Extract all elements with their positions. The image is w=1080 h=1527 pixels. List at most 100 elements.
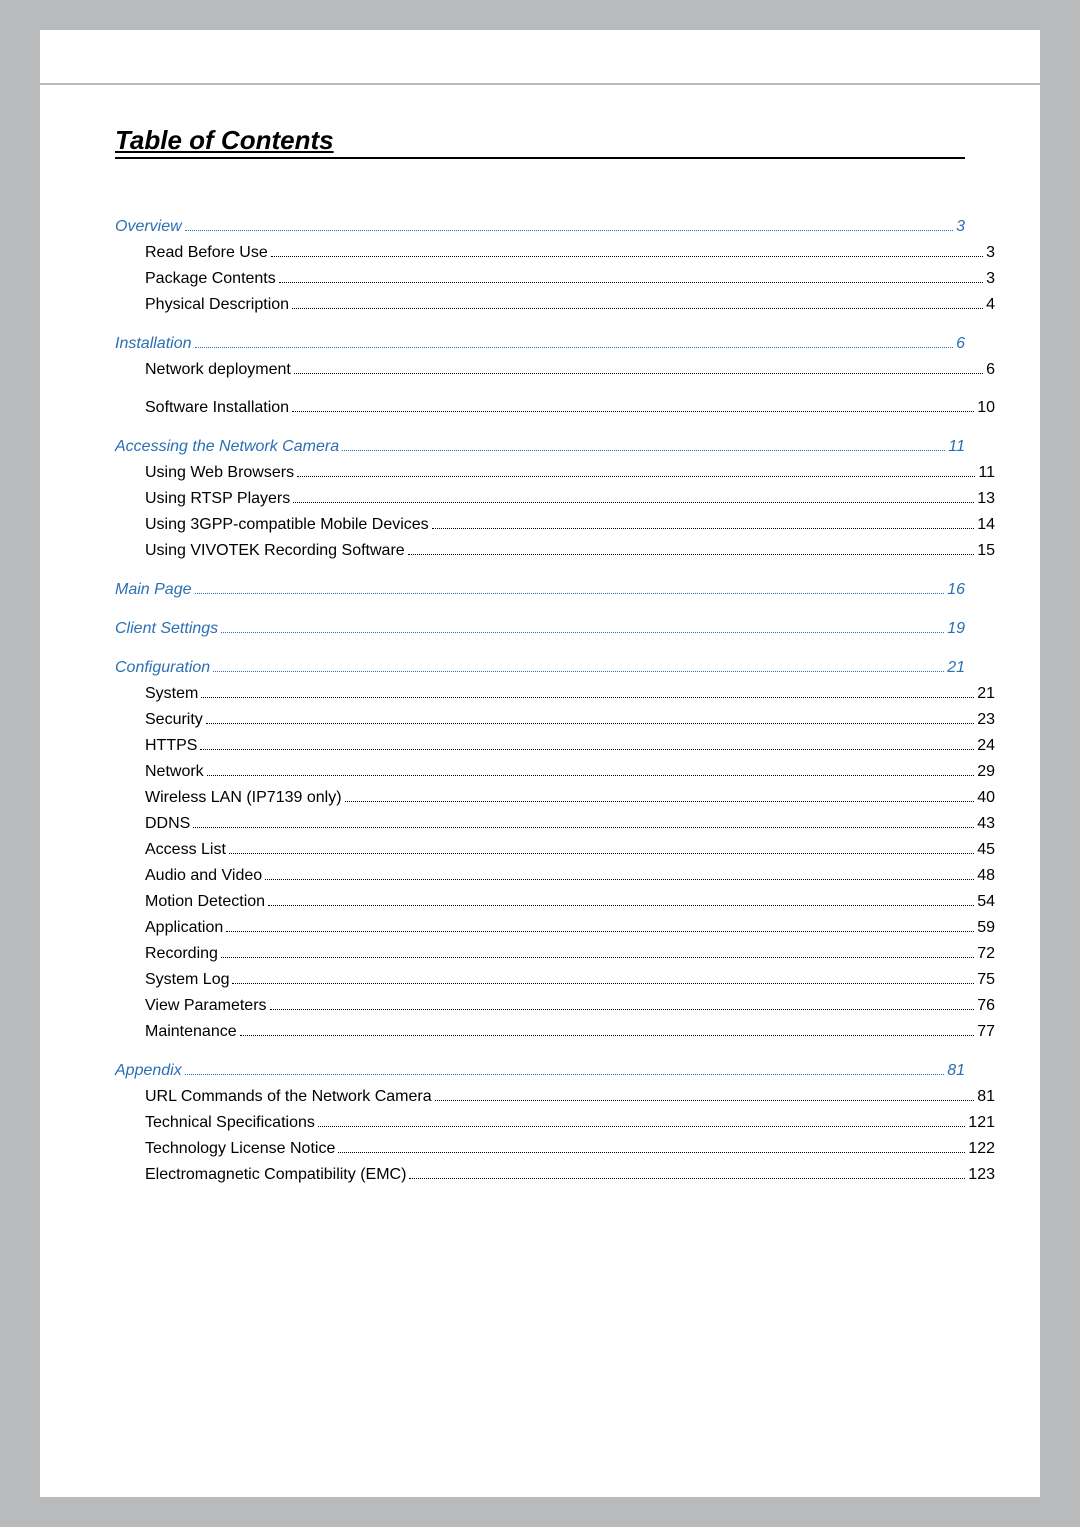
toc-section-row[interactable]: Main Page 16	[115, 582, 965, 598]
toc-leader-dots	[185, 1074, 944, 1075]
toc-page-number: 123	[968, 1167, 995, 1183]
toc-page-number: 122	[968, 1141, 995, 1157]
header-divider	[40, 83, 1040, 85]
toc-page-number: 23	[977, 712, 995, 728]
toc-page-number: 19	[947, 621, 965, 637]
toc-page-number: 3	[956, 219, 965, 235]
toc-leader-dots	[292, 308, 983, 309]
toc-label: Using VIVOTEK Recording Software	[145, 543, 405, 559]
toc-leader-dots	[221, 957, 974, 958]
toc-leader-dots	[232, 983, 974, 984]
toc-leader-dots	[213, 671, 944, 672]
toc-page-number: 72	[977, 946, 995, 962]
toc-sub-row[interactable]: Maintenance 77	[145, 1024, 995, 1040]
toc-page-number: 121	[968, 1115, 995, 1131]
toc-sub-row[interactable]: Network deployment6	[145, 362, 995, 378]
toc-label: Using RTSP Players	[145, 491, 290, 507]
toc-sub-row[interactable]: Physical Description 4	[145, 297, 995, 313]
toc-sub-row[interactable]: URL Commands of the Network Camera81	[145, 1089, 995, 1105]
toc-page-number: 6	[956, 336, 965, 352]
toc-sub-row[interactable]: Recording 72	[145, 946, 995, 962]
toc-sub-row[interactable]: System 21	[145, 686, 995, 702]
toc-page-number: 29	[977, 764, 995, 780]
toc-label: Using 3GPP-compatible Mobile Devices	[145, 517, 429, 533]
toc-label: Accessing the Network Camera	[115, 439, 339, 455]
toc-leader-dots	[195, 347, 954, 348]
toc-sub-row[interactable]: Audio and Video 48	[145, 868, 995, 884]
toc-page-number: 15	[977, 543, 995, 559]
toc-sub-row[interactable]: Motion Detection54	[145, 894, 995, 910]
toc-leader-dots	[345, 801, 975, 802]
toc-sub-row[interactable]: Using 3GPP-compatible Mobile Devices 14	[145, 517, 995, 533]
toc-sub-row[interactable]: System Log75	[145, 972, 995, 988]
toc-leader-dots	[409, 1178, 965, 1179]
document-page: VIVOTEK - A Leading Provider of Multimed…	[40, 30, 1040, 1497]
toc-page-number: 11	[948, 439, 965, 455]
toc-sub-row[interactable]: Network29	[145, 764, 995, 780]
toc-sub-row[interactable]: Using Web Browsers11	[145, 465, 995, 481]
toc-leader-dots	[201, 697, 974, 698]
toc-sub-row[interactable]: DDNS43	[145, 816, 995, 832]
toc-page-number: 16	[947, 582, 965, 598]
toc-leader-dots	[268, 905, 974, 906]
toc-page-number: 13	[977, 491, 995, 507]
toc-leader-dots	[270, 1009, 975, 1010]
toc-label: View Parameters	[145, 998, 267, 1014]
page-header: VIVOTEK - A Leading Provider of Multimed…	[110, 60, 965, 77]
toc-label: System	[145, 686, 198, 702]
toc-label: Audio and Video	[145, 868, 262, 884]
toc-page-number: 48	[977, 868, 995, 884]
toc-leader-dots	[408, 554, 975, 555]
toc-leader-dots	[185, 230, 953, 231]
toc-leader-dots	[226, 931, 974, 932]
toc-label: Physical Description	[145, 297, 289, 313]
toc-section-row[interactable]: Configuration21	[115, 660, 965, 676]
toc-page-number: 77	[977, 1024, 995, 1040]
toc-section-row[interactable]: Client Settings 19	[115, 621, 965, 637]
toc-sub-row[interactable]: View Parameters76	[145, 998, 995, 1014]
toc-sub-row[interactable]: Software Installation 10	[145, 400, 995, 416]
toc-label: Technology License Notice	[145, 1141, 335, 1157]
table-of-contents: Overview3Read Before Use3Package Content…	[115, 219, 965, 1183]
toc-label: Main Page	[115, 582, 192, 598]
toc-label: Technical Specifications	[145, 1115, 315, 1131]
toc-sub-row[interactable]: Technical Specifications 121	[145, 1115, 995, 1131]
toc-label: Recording	[145, 946, 218, 962]
toc-page-number: 81	[947, 1063, 965, 1079]
toc-page-number: 14	[977, 517, 995, 533]
toc-label: Client Settings	[115, 621, 218, 637]
toc-sub-row[interactable]: Wireless LAN (IP7139 only)40	[145, 790, 995, 806]
toc-section-row[interactable]: Accessing the Network Camera 11	[115, 439, 965, 455]
toc-sub-row[interactable]: HTTPS24	[145, 738, 995, 754]
toc-sub-row[interactable]: Security23	[145, 712, 995, 728]
toc-leader-dots	[432, 528, 975, 529]
toc-leader-dots	[207, 775, 975, 776]
toc-leader-dots	[294, 373, 983, 374]
toc-sub-row[interactable]: Using VIVOTEK Recording Software 15	[145, 543, 995, 559]
toc-sub-row[interactable]: Package Contents3	[145, 271, 995, 287]
toc-leader-dots	[193, 827, 974, 828]
toc-page-number: 3	[986, 271, 995, 287]
toc-page-number: 10	[977, 400, 995, 416]
toc-section-row[interactable]: Overview 3	[115, 219, 965, 235]
toc-sub-row[interactable]: Technology License Notice 122	[145, 1141, 995, 1157]
toc-label: Access List	[145, 842, 226, 858]
toc-sub-row[interactable]: Access List45	[145, 842, 995, 858]
toc-page-number: 21	[977, 686, 995, 702]
toc-leader-dots	[240, 1035, 975, 1036]
toc-label: DDNS	[145, 816, 190, 832]
toc-label: Software Installation	[145, 400, 289, 416]
toc-label: Appendix	[115, 1063, 182, 1079]
toc-sub-row[interactable]: Electromagnetic Compatibility (EMC)123	[145, 1167, 995, 1183]
toc-page-number: 4	[986, 297, 995, 313]
toc-sub-row[interactable]: Using RTSP Players 13	[145, 491, 995, 507]
toc-section-row[interactable]: Appendix 81	[115, 1063, 965, 1079]
toc-label: Maintenance	[145, 1024, 237, 1040]
toc-sub-row[interactable]: Application59	[145, 920, 995, 936]
toc-section-row[interactable]: Installation6	[115, 336, 965, 352]
toc-label: Overview	[115, 219, 182, 235]
toc-page-number: 24	[977, 738, 995, 754]
toc-page-number: 21	[947, 660, 965, 676]
toc-sub-row[interactable]: Read Before Use3	[145, 245, 995, 261]
toc-leader-dots	[195, 593, 945, 594]
